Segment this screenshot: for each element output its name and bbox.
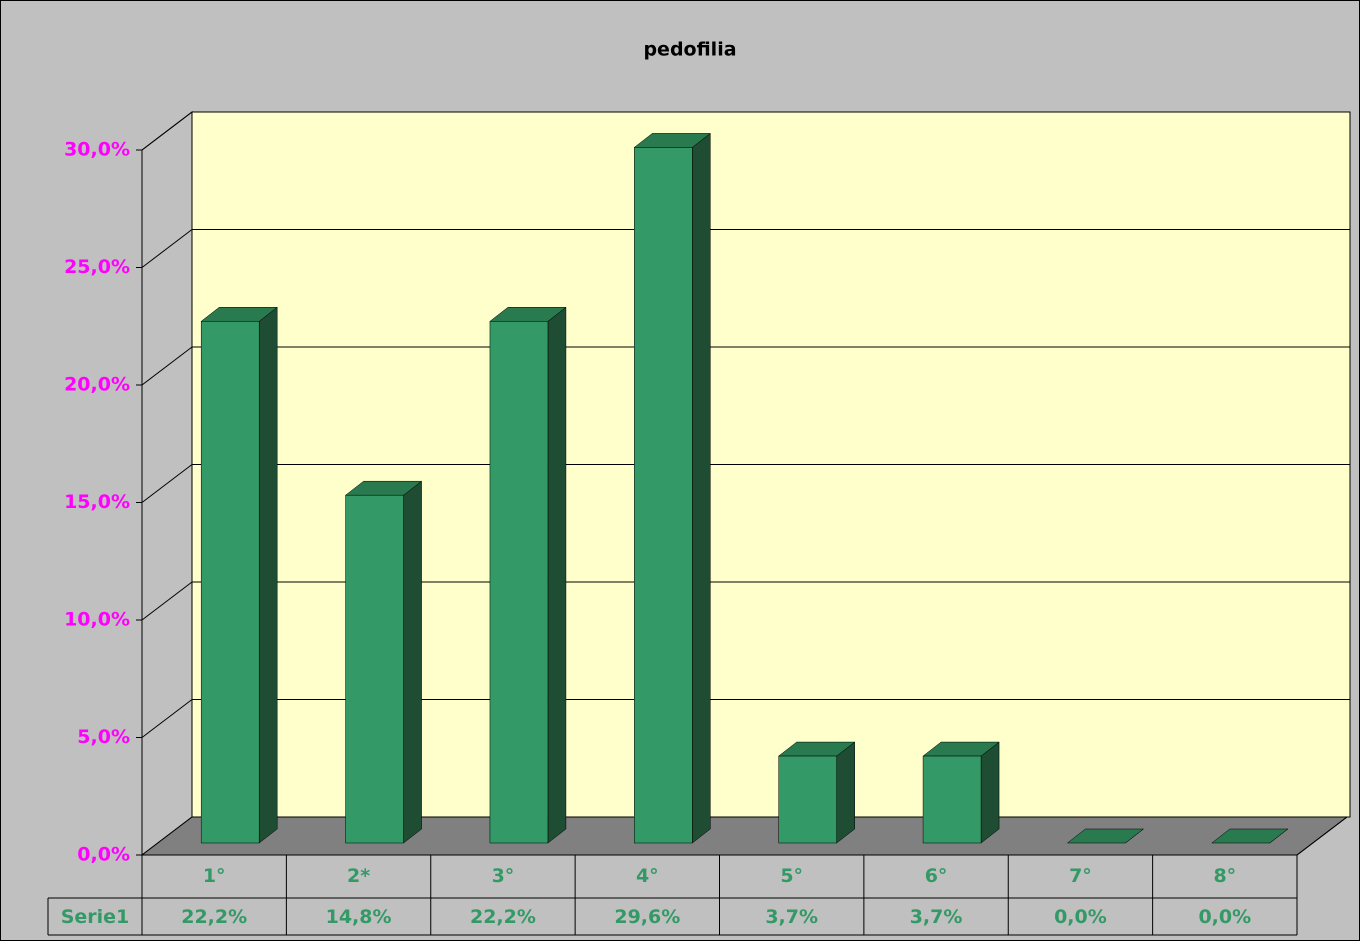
data-label: 0,0% [1054, 906, 1107, 928]
table-line [1296, 816, 1348, 856]
bar-top [1066, 828, 1145, 844]
grid-line [141, 111, 193, 151]
data-label: 3,7% [910, 906, 963, 928]
x-tick-label: 8° [1213, 865, 1236, 887]
bar [634, 147, 693, 844]
data-label: 22,2% [470, 906, 536, 928]
data-label: 29,6% [614, 906, 680, 928]
grid-line [141, 581, 193, 621]
data-label: 0,0% [1198, 906, 1251, 928]
y-tick-label: 20,0% [64, 374, 130, 396]
y-tick-label: 15,0% [64, 491, 130, 513]
y-tick-label: 0,0% [77, 844, 130, 866]
bar-side [836, 741, 855, 844]
grid-line [141, 229, 193, 268]
bar [345, 494, 404, 844]
bar-side [692, 132, 711, 844]
bar-side [980, 741, 1000, 844]
data-label: 3,7% [765, 906, 818, 928]
bar [778, 755, 837, 844]
bar-side [547, 306, 567, 844]
bar-top [1211, 828, 1289, 844]
bar [489, 321, 549, 844]
y-tick-label: 10,0% [64, 609, 130, 631]
grid-line [141, 464, 193, 503]
data-label: 22,2% [181, 906, 247, 928]
x-tick-label: 7° [1069, 865, 1092, 887]
y-tick-label: 5,0% [77, 726, 130, 748]
bar [922, 755, 982, 844]
bar-side [258, 306, 278, 844]
chart-title: pedofilia [643, 39, 736, 61]
x-tick-label: 6° [925, 865, 948, 887]
y-tick-label: 30,0% [64, 139, 130, 161]
bar [200, 321, 260, 844]
x-tick-label: 5° [780, 865, 803, 887]
floor [140, 816, 1349, 856]
grid-line [141, 699, 193, 738]
x-tick-label: 2* [347, 865, 370, 887]
x-tick-label: 4° [636, 865, 659, 887]
y-tick-label: 25,0% [64, 256, 130, 278]
x-tick-label: 3° [492, 865, 515, 887]
data-label: 14,8% [326, 906, 392, 928]
legend-label: Serie1 [61, 906, 130, 928]
grid-line [141, 346, 193, 386]
bar-side [403, 480, 422, 844]
x-tick-label: 1° [203, 865, 226, 887]
